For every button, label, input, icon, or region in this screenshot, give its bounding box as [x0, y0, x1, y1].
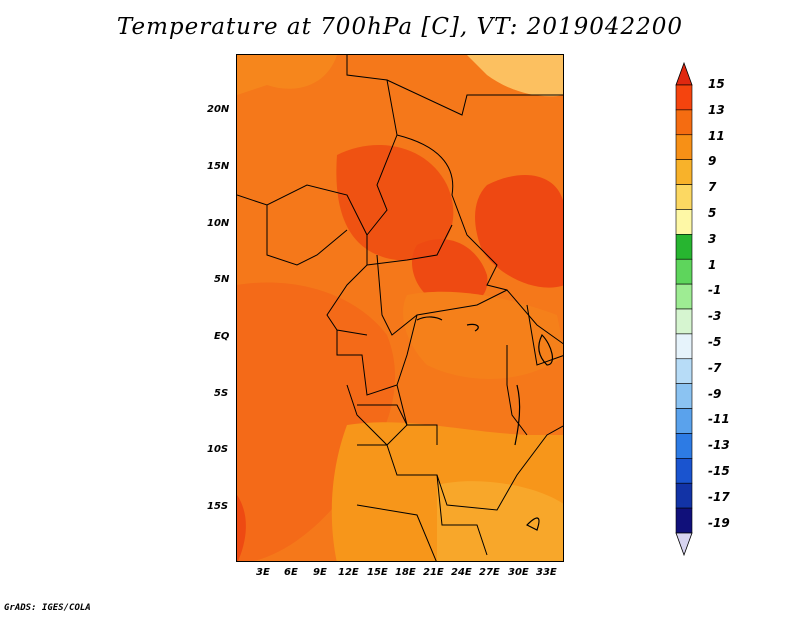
field-nw	[237, 55, 337, 95]
colorbar-cell	[675, 234, 693, 260]
lat-tick: 15S	[207, 501, 229, 512]
colorbar-label: -11	[708, 412, 730, 427]
colorbar-cell	[675, 159, 693, 185]
colorbar-cell	[675, 308, 693, 335]
colorbar-top-arrow	[675, 61, 693, 86]
colorbar-cell	[675, 109, 693, 136]
lon-tick: 12E	[338, 567, 359, 578]
lon-tick: 27E	[479, 567, 500, 578]
map-panel	[236, 54, 564, 562]
colorbar-label: 13	[708, 102, 725, 117]
lakes	[416, 316, 554, 531]
temperature-field	[237, 55, 563, 561]
colorbar-cell	[675, 408, 693, 434]
colorbar-cell	[675, 358, 693, 384]
colorbar-label: -17	[708, 489, 730, 504]
lon-tick: 21E	[423, 567, 444, 578]
colorbar-bottom-arrow	[675, 532, 693, 557]
colorbar-cell	[675, 458, 693, 484]
colorbar-cell	[675, 283, 693, 310]
lat-tick: EQ	[214, 331, 230, 342]
colorbar-cell	[675, 333, 693, 360]
cool-north	[467, 55, 563, 97]
colorbar-label: -7	[708, 360, 722, 375]
lon-tick: 6E	[284, 567, 298, 578]
colorbar-label: 11	[708, 128, 725, 143]
colorbar-cell	[675, 433, 693, 459]
colorbar-cell	[675, 209, 693, 235]
colorbar-label: -5	[708, 335, 722, 349]
colorbar-cell	[675, 258, 693, 285]
colorbar-label: -9	[708, 386, 722, 401]
lon-tick: 33E	[536, 567, 557, 578]
congo-field	[403, 291, 563, 379]
colorbar-label: -3	[708, 309, 722, 324]
colorbar-label: 7	[708, 180, 717, 195]
colorbar-label: -19	[708, 515, 730, 530]
lon-tick: 9E	[313, 567, 327, 578]
southeast-field	[437, 481, 563, 561]
colorbar-label: -13	[708, 438, 730, 453]
chart-title: Temperature at 700hPa [C], VT: 201904220…	[116, 14, 684, 40]
colorbar-label: 5	[708, 206, 717, 220]
lat-tick: 5N	[214, 274, 230, 285]
colorbar-cell	[675, 383, 693, 409]
colorbar-cell	[675, 134, 693, 160]
colorbar-label: 3	[708, 231, 717, 246]
colorbar-cell	[675, 184, 693, 210]
country-borders	[237, 55, 563, 561]
credit-text: GrADS: IGES/COLA	[4, 603, 91, 613]
lat-tick: 5S	[214, 388, 229, 399]
lon-tick: 3E	[256, 567, 270, 578]
colorbar-label: -15	[708, 464, 730, 478]
lat-tick: 10N	[207, 218, 230, 229]
colorbar-label: 1	[708, 257, 717, 272]
ocean-field	[237, 282, 395, 561]
colorbar-cell	[675, 482, 693, 509]
southwest-core	[237, 495, 246, 561]
colorbar-cell	[675, 507, 693, 534]
colorbar-label: -1	[708, 283, 722, 298]
lat-tick: 15N	[207, 161, 230, 172]
lon-tick: 18E	[395, 567, 416, 578]
lat-tick: 10S	[207, 444, 229, 455]
lat-tick: 20N	[207, 104, 230, 115]
colorbar-label: 15	[708, 77, 725, 91]
colorbar-label: 9	[708, 154, 717, 169]
warm-core-sudan	[475, 175, 563, 288]
lon-tick: 24E	[451, 567, 472, 578]
lon-tick: 15E	[367, 567, 388, 578]
colorbar-cell	[675, 84, 693, 111]
lon-tick: 30E	[508, 567, 529, 578]
